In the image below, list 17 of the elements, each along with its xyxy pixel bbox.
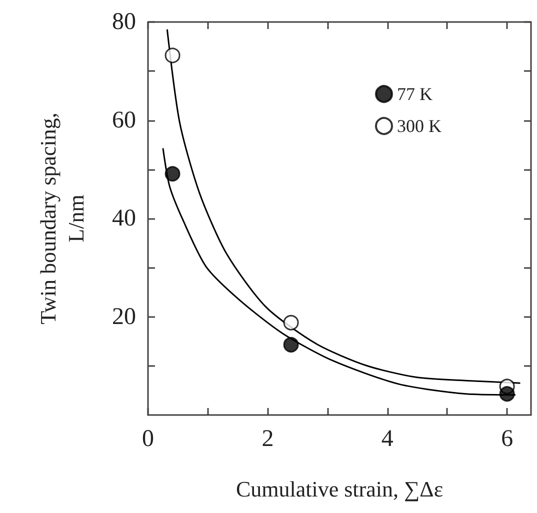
y-tick-label: 80 xyxy=(112,9,136,35)
legend-label: 300 K xyxy=(397,116,442,136)
x-tick-label: 2 xyxy=(262,426,274,452)
x-tick-label: 0 xyxy=(142,426,154,452)
x-axis-title: Cumulative strain, ∑Δε xyxy=(236,476,444,502)
point xyxy=(283,337,299,352)
legend-label: 77 K xyxy=(397,84,432,104)
y-tick-label: 60 xyxy=(112,107,136,134)
y-tick-label: 40 xyxy=(112,206,136,232)
x-tick-label: 6 xyxy=(501,426,514,452)
point xyxy=(164,166,180,182)
point xyxy=(164,48,180,64)
point xyxy=(499,386,515,402)
y-axis-title: Twin boundary spacing, L/nm xyxy=(36,112,88,324)
y-tick-label: 20 xyxy=(112,304,136,330)
point xyxy=(283,314,299,330)
x-tick-label: 4 xyxy=(381,426,394,452)
